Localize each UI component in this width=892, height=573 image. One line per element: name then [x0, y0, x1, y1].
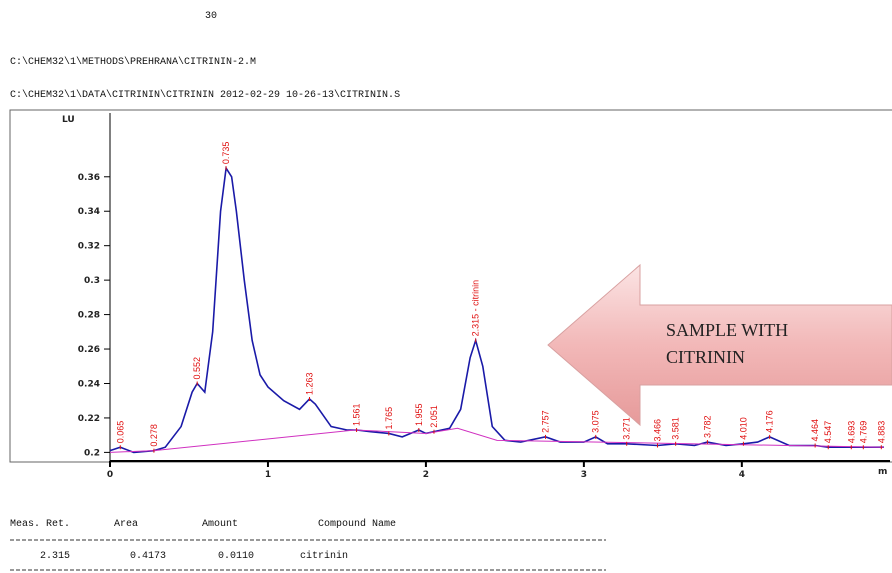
y-tick-label: 0.34: [78, 207, 100, 217]
peak-label: 1.765: [384, 407, 394, 430]
x-tick-label: 4: [739, 470, 745, 480]
table-cell: 0.0110: [218, 551, 254, 562]
peak-label: 0.278: [149, 424, 159, 447]
y-tick-label: 0.28: [78, 311, 100, 321]
y-tick-label: 0.24: [78, 379, 100, 389]
peak-label: 2.315 - citrinin: [471, 280, 481, 337]
y-tick-label: 0.26: [78, 345, 100, 355]
peak-label: 1.561: [352, 403, 362, 426]
results-table: Meas. Ret. Area Amount Compound Name 2.3…: [10, 518, 606, 571]
x-tick-label: 1: [265, 470, 271, 480]
x-tick-label: 2: [423, 470, 429, 480]
peak-label: 3.782: [702, 416, 712, 439]
peak-label: 4.010: [738, 417, 748, 440]
table-cell: citrinin: [300, 550, 348, 562]
table-header: Amount: [202, 519, 238, 530]
y-axis-label: LU: [62, 115, 75, 125]
peak-label: 1.263: [305, 372, 315, 395]
x-tick-label: 0: [107, 470, 113, 480]
peak-label: 4.883: [876, 421, 886, 444]
chromatogram: LU m 0.2 0.22 0.24 0.26 0.28 0.3 0.32 0.34 0.36 0 1 2…: [62, 113, 890, 480]
y-tick-label: 0.3: [84, 276, 100, 286]
page-number: 30: [205, 11, 217, 22]
callout-text: CITRININ: [666, 347, 745, 367]
callout-text: SAMPLE WITH: [666, 320, 788, 340]
table-header: Meas. Ret.: [10, 519, 70, 530]
table-cell: 2.315: [40, 551, 70, 562]
peak-label: 0.552: [192, 357, 202, 380]
peak-label: 3.075: [591, 410, 601, 433]
plot-frame: [9, 109, 892, 463]
peak-label: 2.757: [540, 410, 550, 433]
peak-label: 1.955: [414, 403, 424, 426]
callout-arrow: [547, 263, 892, 427]
peak-label: 0.065: [115, 421, 125, 444]
table-cell: 0.4173: [130, 551, 166, 562]
peak-label: 4.176: [765, 410, 775, 433]
peak-label: 2.051: [429, 405, 439, 428]
table-header: Compound Name: [318, 518, 396, 530]
x-axis-label: m: [878, 467, 887, 477]
method-path: C:\CHEM32\1\METHODS\PREHRANA\CITRININ-2.…: [10, 56, 256, 68]
data-path: C:\CHEM32\1\DATA\CITRININ\CITRININ 2012-…: [10, 89, 400, 101]
peak-label: 3.466: [652, 419, 662, 442]
peak-label: 3.271: [622, 417, 632, 440]
peak-label: 4.693: [846, 421, 856, 444]
y-tick-label: 0.22: [78, 414, 100, 424]
peak-label: 0.735: [221, 142, 231, 165]
y-tick-label: 0.2: [84, 448, 100, 458]
y-tick-label: 0.36: [78, 173, 100, 183]
x-tick-label: 3: [581, 470, 587, 480]
table-header: Area: [114, 519, 138, 530]
y-tick-label: 0.32: [78, 242, 100, 252]
peak-label: 4.464: [810, 419, 820, 442]
peak-label: 4.769: [858, 421, 868, 444]
peak-label: 3.581: [671, 417, 681, 440]
peak-label: 4.547: [823, 421, 833, 444]
